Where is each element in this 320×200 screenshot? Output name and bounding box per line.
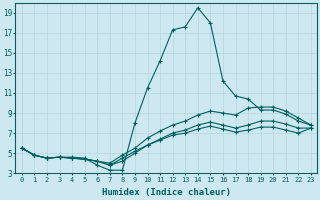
X-axis label: Humidex (Indice chaleur): Humidex (Indice chaleur) <box>102 188 231 197</box>
